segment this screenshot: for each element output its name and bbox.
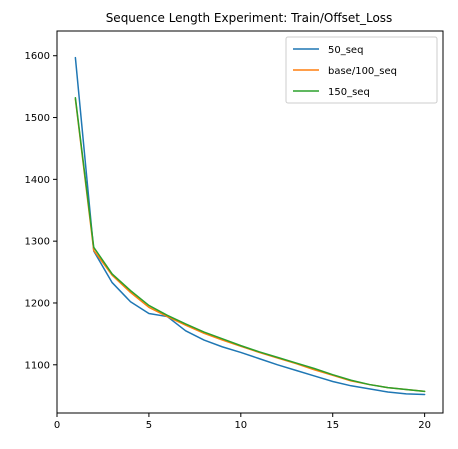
x-tick-label: 20 xyxy=(418,420,431,431)
chart-title: Sequence Length Experiment: Train/Offset… xyxy=(106,11,393,25)
y-tick-label: 1100 xyxy=(25,360,50,371)
y-tick-label: 1300 xyxy=(25,237,50,248)
legend-box xyxy=(285,36,438,104)
plot-frame xyxy=(56,30,444,414)
y-tick-label: 1400 xyxy=(25,175,50,186)
legend-label-0: 50_seq xyxy=(328,45,363,56)
x-tick-label: 15 xyxy=(326,420,339,431)
y-tick-label: 1500 xyxy=(25,113,50,124)
y-tick-label: 1600 xyxy=(25,51,50,62)
y-tick-label: 1200 xyxy=(25,298,50,309)
x-axis: 0 5 10 15 20 xyxy=(54,413,431,431)
y-axis: 1100 1200 1300 1400 1500 1600 xyxy=(25,51,57,371)
series-line-0 xyxy=(74,56,426,396)
legend: 50_seq base/100_seq 150_seq xyxy=(285,36,438,104)
legend-label-1: base/100_seq xyxy=(328,66,397,77)
legend-label-2: 150_seq xyxy=(328,87,370,98)
series-layer xyxy=(74,56,426,396)
series-line-2 xyxy=(74,97,426,393)
x-tick-label: 0 xyxy=(54,420,60,431)
x-tick-label: 5 xyxy=(146,420,152,431)
x-tick-label: 10 xyxy=(234,420,247,431)
